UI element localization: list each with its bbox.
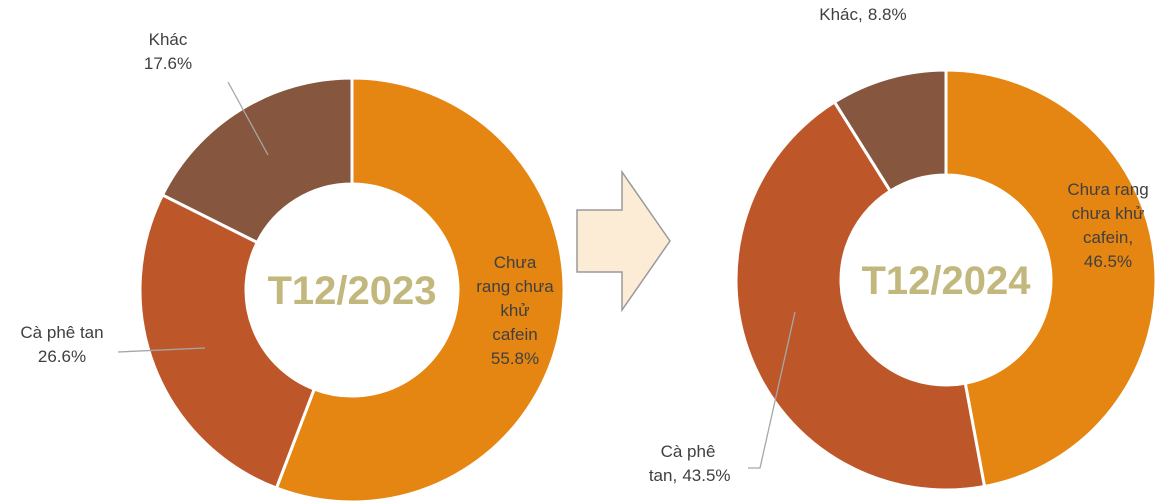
data-label-value: 8.8%	[868, 5, 907, 24]
center-label: T12/2023	[267, 269, 436, 313]
label-line: cafein	[492, 325, 537, 344]
leader-line	[227, 81, 269, 156]
donut-slice	[832, 68, 948, 194]
center-label: T12/2024	[861, 259, 1031, 303]
label-line: khử	[500, 301, 529, 320]
label-line: Chưa	[494, 253, 537, 272]
data-label-name: Chưa rang chưa khử cafein,	[1067, 180, 1148, 247]
label-line: Cà phê tan	[20, 323, 103, 342]
data-label-name: Khác	[149, 30, 188, 49]
donut-slice	[274, 76, 566, 501]
donut-slice	[138, 192, 317, 491]
label-separator: ,	[1128, 228, 1133, 247]
data-label-name: Cà phê tan,	[649, 442, 716, 485]
label-separator: ,	[672, 466, 677, 485]
data-label-value: 43.5%	[682, 466, 730, 485]
label-line: Cà phê	[661, 442, 716, 461]
label-line: rang chưa	[476, 277, 554, 296]
donut-slice	[160, 76, 354, 245]
label-line: chưa khử	[1072, 204, 1145, 223]
label-separator: ,	[858, 5, 863, 24]
data-label-value: 55.8%	[491, 349, 539, 368]
data-label-value: 26.6%	[38, 347, 86, 366]
data-label-name: Khác,	[819, 5, 862, 24]
data-label-name: Cà phê tan	[20, 323, 103, 342]
label-line: Khác	[149, 30, 188, 49]
leader-line	[748, 311, 796, 469]
donut-slice	[734, 99, 987, 492]
label-line: Chưa rang	[1067, 180, 1148, 199]
label-line: cafein	[1083, 228, 1128, 247]
leader-line	[117, 347, 206, 353]
label-line: tan	[649, 466, 673, 485]
arrow	[576, 169, 671, 313]
data-label-name: Chưa rang chưa khử cafein	[476, 253, 554, 344]
data-label-value: 46.5%	[1084, 252, 1132, 271]
donut-slice	[944, 68, 1158, 489]
data-label-value: 17.6%	[144, 54, 192, 73]
label-line: Khác	[819, 5, 858, 24]
